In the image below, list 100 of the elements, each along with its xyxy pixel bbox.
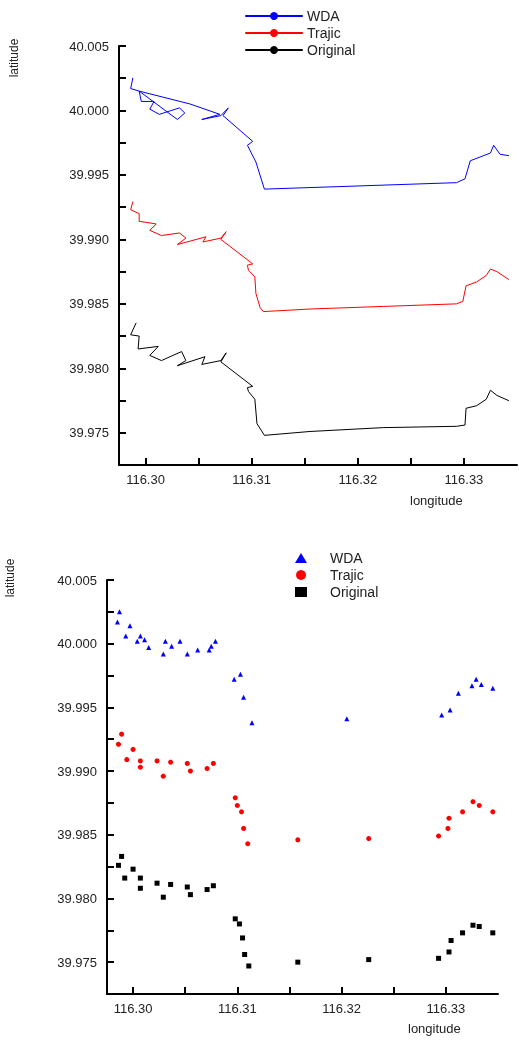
point bbox=[241, 825, 247, 831]
legend-label: WDA bbox=[307, 8, 341, 24]
point bbox=[439, 712, 445, 718]
point bbox=[154, 758, 160, 764]
point bbox=[160, 894, 166, 900]
point bbox=[436, 955, 442, 961]
point bbox=[187, 768, 193, 774]
point bbox=[122, 875, 128, 881]
point bbox=[146, 645, 152, 651]
point bbox=[445, 825, 451, 831]
point bbox=[236, 921, 242, 927]
point bbox=[448, 938, 454, 943]
x-tick-label: 116.33 bbox=[426, 1001, 466, 1016]
point bbox=[184, 760, 190, 766]
point bbox=[490, 809, 496, 815]
point bbox=[115, 862, 121, 868]
legend-label: Original bbox=[330, 584, 379, 600]
point bbox=[237, 671, 243, 677]
point bbox=[473, 676, 479, 682]
legend-label: Trajic bbox=[307, 25, 341, 41]
point bbox=[119, 731, 125, 737]
point bbox=[137, 633, 143, 639]
point bbox=[447, 707, 453, 713]
y-tick-label: 40.000 bbox=[69, 102, 109, 118]
point bbox=[241, 694, 247, 700]
legend-label: WDA bbox=[330, 550, 364, 566]
point bbox=[119, 853, 125, 859]
line-series bbox=[130, 77, 510, 190]
y-axis-title: latitude bbox=[3, 558, 17, 598]
point bbox=[476, 802, 482, 808]
point bbox=[124, 757, 130, 763]
x-tick-label: 116.30 bbox=[113, 1001, 153, 1016]
line-series bbox=[130, 201, 510, 313]
point bbox=[114, 619, 120, 625]
x-tick-label: 116.31 bbox=[232, 472, 272, 487]
point bbox=[231, 676, 237, 682]
point bbox=[478, 681, 484, 687]
point bbox=[240, 935, 246, 941]
y-tick-label: 39.990 bbox=[57, 763, 97, 779]
point bbox=[160, 773, 166, 779]
point bbox=[130, 746, 136, 752]
point bbox=[469, 683, 475, 689]
point bbox=[490, 930, 496, 936]
x-tick-label: 116.31 bbox=[217, 1001, 257, 1016]
point bbox=[249, 720, 255, 726]
point bbox=[476, 923, 482, 929]
point bbox=[436, 833, 442, 839]
point bbox=[208, 643, 214, 649]
point bbox=[210, 760, 216, 766]
line-series bbox=[130, 322, 510, 436]
point bbox=[246, 963, 252, 969]
point bbox=[168, 881, 174, 887]
legend-label: Original bbox=[307, 42, 356, 58]
point bbox=[245, 841, 251, 847]
point bbox=[168, 759, 174, 765]
point bbox=[234, 802, 240, 808]
point bbox=[187, 892, 193, 898]
y-tick-label: 39.985 bbox=[57, 827, 97, 843]
y-tick-label: 39.990 bbox=[69, 231, 109, 247]
point bbox=[232, 916, 238, 922]
point bbox=[142, 637, 148, 643]
point bbox=[117, 609, 123, 615]
point bbox=[455, 690, 461, 696]
point bbox=[446, 949, 452, 955]
point bbox=[242, 952, 248, 958]
point bbox=[295, 837, 301, 843]
point bbox=[204, 887, 210, 893]
y-tick-label: 39.995 bbox=[69, 167, 109, 183]
point bbox=[210, 883, 216, 889]
point bbox=[195, 647, 201, 653]
y-axis-title: latitude bbox=[7, 38, 21, 78]
point bbox=[204, 766, 210, 772]
point bbox=[137, 885, 143, 891]
point bbox=[446, 815, 452, 821]
point bbox=[184, 884, 190, 890]
y-tick-label: 39.975 bbox=[69, 425, 109, 441]
point bbox=[366, 957, 372, 963]
x-tick-label: 116.30 bbox=[126, 472, 165, 487]
point bbox=[123, 633, 129, 639]
y-tick-label: 39.980 bbox=[69, 360, 109, 376]
point bbox=[162, 638, 168, 644]
point bbox=[115, 741, 121, 747]
x-tick-label: 116.32 bbox=[338, 472, 378, 487]
y-tick-label: 39.980 bbox=[57, 890, 97, 906]
point bbox=[212, 638, 218, 644]
y-tick-label: 40.005 bbox=[69, 38, 109, 54]
y-tick-label: 39.975 bbox=[57, 954, 97, 970]
point bbox=[295, 959, 301, 965]
point bbox=[127, 623, 133, 629]
y-tick-label: 40.000 bbox=[57, 636, 97, 652]
x-axis-title: longitude bbox=[410, 492, 463, 508]
point bbox=[470, 922, 476, 928]
point bbox=[460, 930, 466, 936]
point bbox=[154, 880, 160, 886]
point bbox=[366, 836, 372, 842]
point bbox=[206, 647, 212, 653]
point bbox=[130, 866, 136, 872]
x-tick-label: 116.33 bbox=[444, 472, 484, 487]
point bbox=[137, 764, 143, 770]
point bbox=[134, 638, 140, 644]
